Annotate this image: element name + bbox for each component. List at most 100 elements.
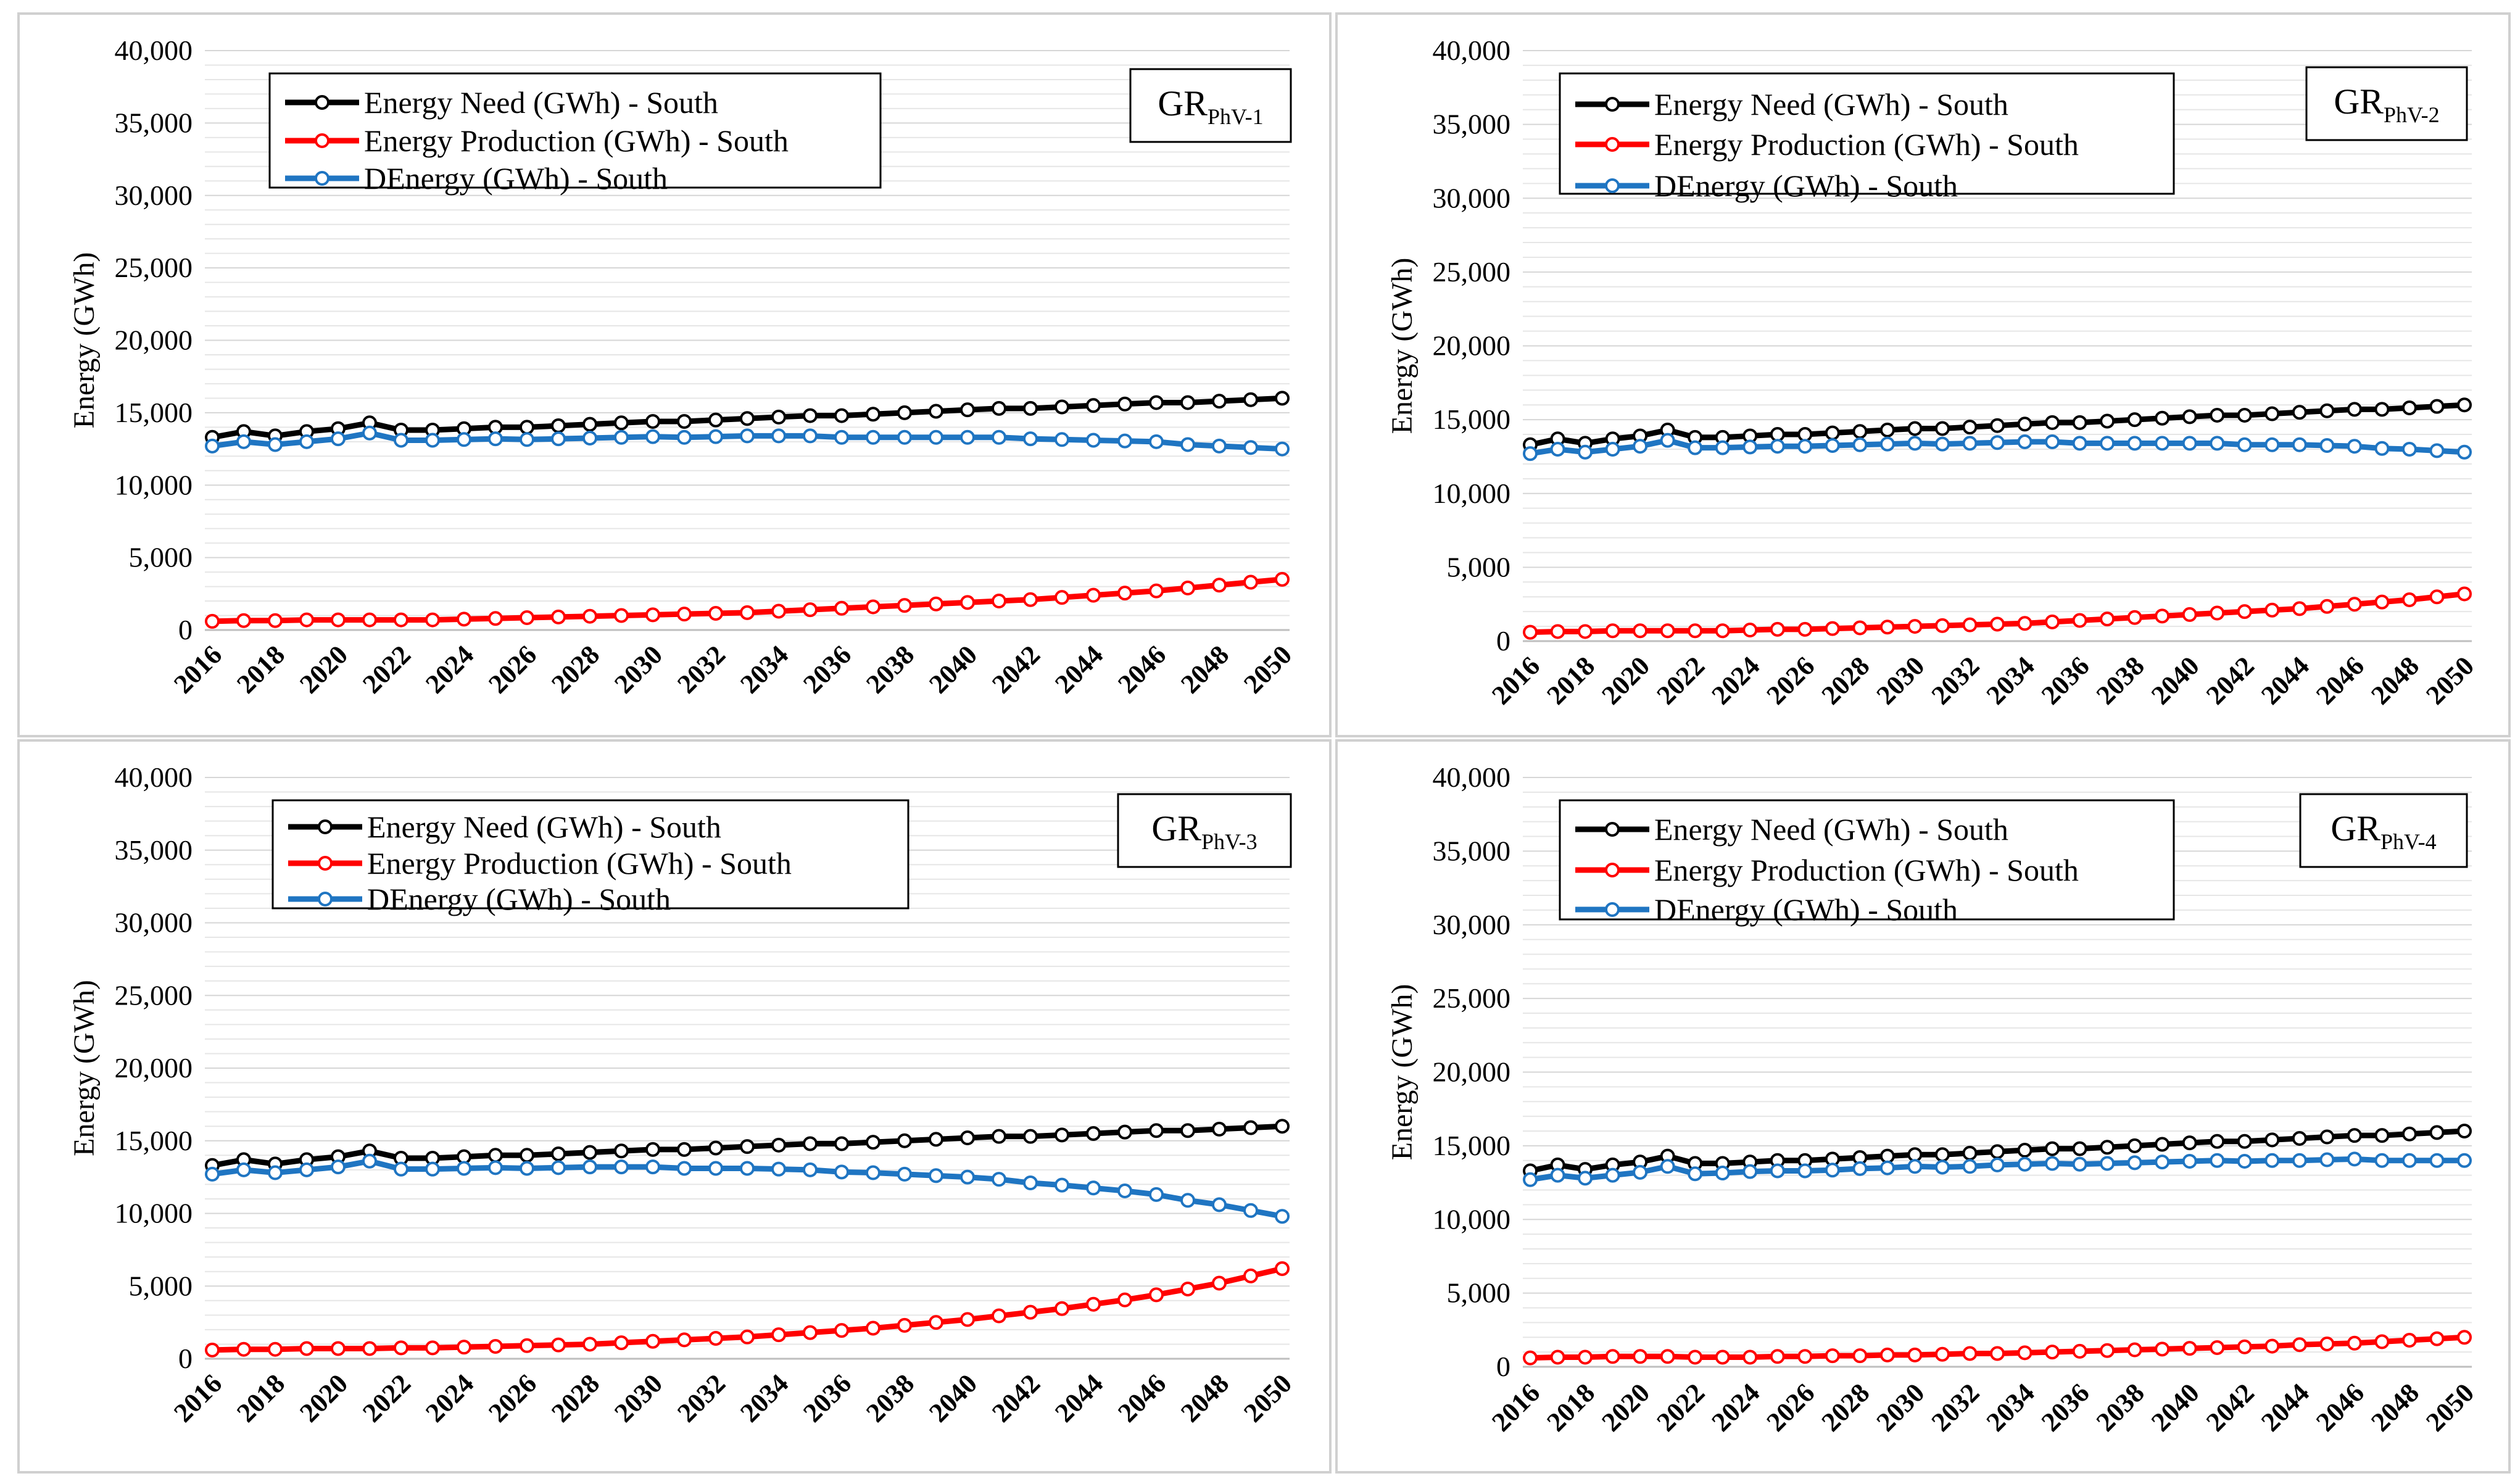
- data-point: [1797, 621, 1813, 637]
- x-tick-label: 2050: [2420, 650, 2480, 710]
- data-point: [394, 612, 408, 628]
- data-point: [1797, 427, 1813, 442]
- data-point: [834, 1323, 849, 1338]
- data-point: [1934, 436, 1950, 452]
- data-point: [2264, 1338, 2280, 1354]
- data-point: [1934, 618, 1950, 633]
- data-point: [2319, 1336, 2335, 1351]
- data-point: [1742, 623, 1758, 638]
- data-point: [1715, 1349, 1730, 1365]
- data-point: [2429, 399, 2445, 414]
- x-tick-label: 2038: [860, 1368, 920, 1428]
- data-point: [2401, 1333, 2417, 1348]
- data-point: [299, 1341, 314, 1356]
- data-point: [866, 1165, 880, 1180]
- data-point: [2401, 400, 2417, 415]
- data-point: [1605, 1167, 1620, 1183]
- x-tick-label: 2044: [2255, 1377, 2315, 1437]
- y-axis-label: Energy (GWh): [68, 252, 101, 429]
- data-point: [1825, 425, 1840, 441]
- data-point: [771, 409, 786, 425]
- data-point: [1275, 1209, 1290, 1224]
- data-point: [2319, 1152, 2335, 1167]
- data-point: [488, 1160, 503, 1175]
- x-tick-label: 2042: [986, 639, 1046, 699]
- data-point: [1852, 1348, 1868, 1364]
- data-point: [1688, 623, 1703, 639]
- data-point: [2127, 1138, 2142, 1153]
- data-point: [331, 1159, 346, 1175]
- data-point: [2292, 1337, 2307, 1353]
- data-point: [488, 1338, 503, 1354]
- data-point: [1797, 439, 1813, 454]
- data-point: [614, 1159, 629, 1175]
- data-point: [2264, 437, 2280, 452]
- x-tick-label: 2028: [1816, 650, 1876, 710]
- data-point: [1605, 441, 1620, 457]
- data-point: [1962, 436, 1978, 451]
- data-point: [2155, 410, 2170, 426]
- data-point: [299, 434, 314, 449]
- data-point: [2401, 1153, 2417, 1168]
- chart-1-svg: 0 5,000 10,000 15,000 20,000 25,000 30,000 35,0…: [68, 35, 1298, 699]
- data-point: [803, 1325, 818, 1340]
- data-point: [1990, 1157, 2005, 1172]
- legend-marker: [1605, 863, 1620, 877]
- data-point: [2292, 1153, 2307, 1168]
- data-point: [520, 432, 534, 447]
- x-tick-label: 2040: [2145, 650, 2205, 710]
- x-tick-label: 2028: [545, 639, 605, 699]
- data-point: [2347, 597, 2362, 612]
- data-point: [614, 429, 629, 445]
- data-point: [2429, 1153, 2445, 1168]
- data-point: [2457, 1153, 2472, 1168]
- data-point: [992, 1129, 1006, 1144]
- data-point: [1715, 1166, 1730, 1181]
- data-point: [2100, 1140, 2115, 1155]
- data-point: [2374, 1153, 2390, 1168]
- data-point: [2017, 1156, 2032, 1172]
- data-point: [771, 1161, 786, 1177]
- x-tick-label: 2032: [1926, 650, 1986, 710]
- y-tick-label: 5,000: [1447, 551, 1511, 582]
- data-point: [1770, 1163, 1785, 1179]
- data-point: [1212, 1275, 1227, 1291]
- data-point: [992, 594, 1006, 609]
- y-axis-label: Energy (GWh): [1386, 984, 1419, 1161]
- data-point: [1879, 436, 1895, 452]
- legend-marker: [318, 856, 333, 871]
- data-point: [2127, 436, 2142, 451]
- data-point: [2347, 439, 2362, 454]
- data-point: [425, 1340, 440, 1356]
- x-tick-label: 2030: [1871, 1377, 1931, 1437]
- data-point: [1054, 1177, 1069, 1193]
- data-point: [803, 1162, 818, 1177]
- x-tick-label: 2032: [671, 1368, 731, 1428]
- legend-marker: [1605, 178, 1620, 193]
- x-tick-label: 2044: [1049, 1368, 1109, 1428]
- data-point: [2237, 437, 2252, 452]
- data-point: [268, 1165, 283, 1180]
- data-point: [866, 1135, 880, 1150]
- data-point: [488, 611, 503, 626]
- legend-label: DEnergy (GWh) - South: [367, 882, 671, 916]
- x-tick-label: 2032: [1926, 1377, 1986, 1437]
- x-tick-label: 2050: [2420, 1377, 2480, 1437]
- data-point: [677, 1142, 692, 1157]
- data-point: [1770, 1349, 1785, 1364]
- data-point: [614, 1335, 629, 1351]
- data-point: [2347, 1335, 2362, 1351]
- data-point: [834, 1164, 849, 1180]
- data-point: [1275, 571, 1290, 587]
- x-tick-label: 2034: [1981, 1377, 2041, 1437]
- data-point: [992, 1308, 1006, 1324]
- data-point: [1605, 623, 1620, 639]
- data-point: [236, 434, 251, 449]
- legend-marker: [315, 133, 329, 148]
- data-point: [1149, 1287, 1164, 1303]
- x-tick-label: 2050: [1238, 639, 1298, 699]
- data-point: [1212, 438, 1227, 454]
- panel-tag: GRPhV-3: [1117, 793, 1292, 868]
- data-point: [2100, 611, 2115, 627]
- x-tick-label: 2020: [294, 1368, 354, 1428]
